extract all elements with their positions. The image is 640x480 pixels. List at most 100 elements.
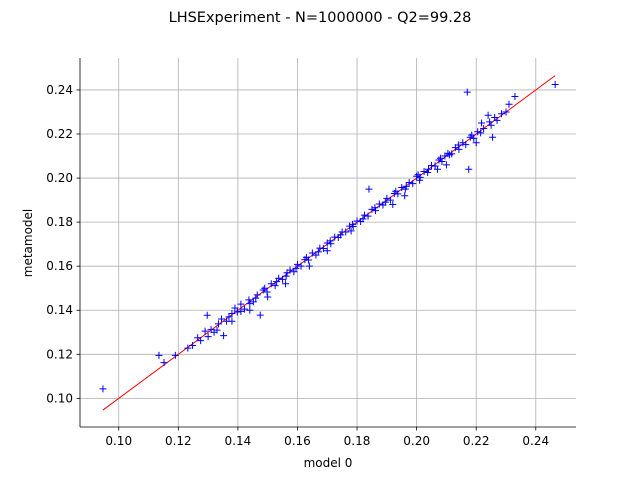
data-point — [505, 100, 513, 108]
data-point — [245, 296, 253, 304]
data-point — [342, 228, 350, 236]
data-point — [231, 304, 239, 312]
data-point — [405, 178, 413, 186]
data-point — [409, 180, 417, 188]
data-point — [360, 211, 368, 219]
x-tick-label: 0.16 — [284, 434, 311, 448]
data-point — [511, 93, 519, 101]
data-point — [203, 311, 211, 319]
data-point — [445, 151, 453, 159]
data-point — [425, 165, 433, 173]
data-point — [218, 315, 225, 323]
data-point — [402, 182, 410, 190]
data-point — [413, 172, 421, 180]
data-point — [465, 165, 473, 173]
data-point — [347, 227, 355, 235]
y-tick-label: 0.14 — [46, 303, 73, 317]
data-point — [327, 240, 335, 248]
data-point — [189, 341, 197, 349]
data-point — [283, 269, 291, 277]
data-point — [319, 245, 327, 253]
data-point — [264, 293, 272, 301]
data-point — [194, 334, 202, 342]
data-point — [375, 200, 383, 208]
data-point — [383, 194, 391, 202]
x-tick-label: 0.10 — [105, 434, 132, 448]
data-point — [486, 118, 494, 126]
data-point — [233, 308, 241, 316]
data-point — [282, 272, 290, 280]
data-point — [381, 198, 389, 206]
data-point — [477, 129, 485, 137]
data-point — [480, 125, 488, 132]
data-point — [455, 145, 463, 153]
data-point — [252, 294, 260, 302]
x-axis-ticks: 0.10 0.12 0.14 0.16 0.18 0.20 0.22 0.24 — [105, 427, 549, 448]
data-point — [237, 307, 245, 315]
data-point — [197, 337, 205, 345]
data-point — [305, 262, 313, 270]
y-axis-label: metamodel — [21, 209, 35, 278]
data-point — [349, 220, 357, 228]
data-point — [267, 280, 275, 288]
data-point — [237, 300, 245, 308]
data-point — [459, 139, 467, 147]
data-point — [215, 320, 223, 328]
chart-title: LHSExperiment - N=1000000 - Q2=99.28 — [169, 10, 472, 26]
data-point — [484, 111, 492, 119]
data-point — [435, 156, 443, 164]
data-point — [416, 176, 424, 184]
data-point — [246, 306, 254, 314]
data-point — [204, 333, 212, 341]
data-point — [368, 205, 376, 213]
data-point — [365, 185, 373, 193]
x-tick-label: 0.20 — [403, 434, 430, 448]
y-tick-label: 0.16 — [46, 259, 73, 273]
data-point — [323, 247, 331, 255]
data-point — [326, 237, 334, 245]
data-point — [271, 282, 279, 290]
data-point — [171, 351, 179, 359]
data-point — [401, 192, 409, 200]
y-tick-label: 0.10 — [46, 391, 73, 405]
x-tick-label: 0.22 — [463, 434, 490, 448]
data-point — [389, 201, 397, 208]
data-point — [314, 248, 322, 256]
data-point — [246, 300, 254, 308]
data-point — [438, 158, 446, 166]
data-point — [463, 88, 471, 96]
data-point — [493, 116, 501, 124]
data-point — [297, 262, 305, 270]
data-point — [498, 110, 506, 118]
data-point — [225, 313, 233, 321]
y-tick-label: 0.12 — [46, 347, 73, 361]
data-point — [273, 278, 281, 286]
data-point — [442, 161, 450, 169]
data-point — [155, 351, 163, 359]
data-point — [414, 171, 422, 179]
data-point — [160, 359, 168, 367]
data-point — [462, 141, 470, 149]
data-point — [454, 141, 462, 149]
data-point — [256, 311, 264, 319]
data-point — [468, 131, 476, 139]
data-point — [398, 184, 406, 192]
data-point — [337, 231, 345, 239]
x-tick-label: 0.14 — [225, 434, 252, 448]
data-point — [372, 207, 380, 215]
data-point — [249, 298, 257, 306]
data-point — [420, 167, 428, 175]
data-point — [359, 215, 367, 223]
data-point — [386, 196, 394, 204]
data-point — [551, 80, 559, 88]
data-point — [282, 280, 290, 288]
data-point — [259, 286, 267, 294]
x-tick-label: 0.18 — [344, 434, 371, 448]
data-point — [502, 108, 510, 116]
data-point — [293, 260, 301, 268]
x-tick-label: 0.24 — [522, 434, 549, 448]
data-point — [487, 121, 495, 129]
data-point — [279, 275, 287, 283]
data-point — [436, 154, 444, 162]
